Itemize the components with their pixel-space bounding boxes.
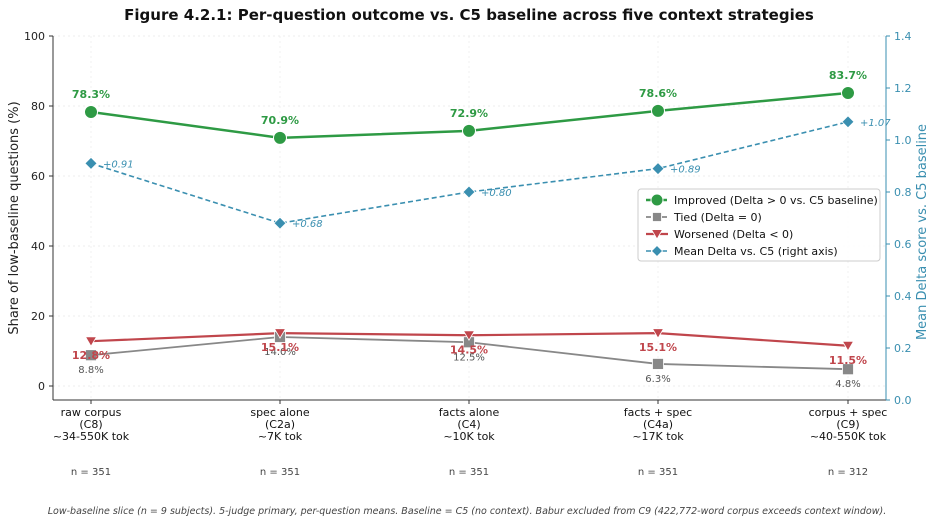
point-marker (841, 86, 855, 101)
point-marker (652, 358, 664, 370)
y-tick-label-left: 0 (38, 380, 45, 393)
point-marker (462, 330, 476, 341)
legend: Improved (Delta > 0 vs. C5 baseline) Tied… (637, 188, 881, 262)
data-label: 78.6% (639, 87, 677, 100)
data-label: 83.7% (829, 69, 867, 82)
data-label: 15.1% (639, 341, 677, 354)
category-label: raw corpus (61, 406, 122, 419)
y-tick-label-right: 0.4 (894, 290, 912, 303)
y-tick-label-left: 80 (31, 100, 45, 113)
category-label: ~17K tok (632, 430, 684, 443)
point-marker (841, 115, 855, 129)
y-axis-label-right: Mean Delta score vs. C5 baseline (915, 124, 930, 340)
legend-entry: Worsened (Delta < 0) (674, 228, 793, 241)
data-labels: +0.91 +0.68 +0.80 +0.89 +1.07 8.8% 14.0% 12.5% 6… (72, 69, 891, 390)
series-markers (84, 86, 855, 376)
data-label: 12.8% (72, 349, 110, 362)
category-label: (C4) (457, 418, 480, 431)
point-marker (650, 244, 664, 258)
data-label: 70.9% (261, 114, 299, 127)
point-marker (84, 156, 98, 170)
data-label: +0.89 (670, 165, 701, 176)
y-tick-label-right: 1.0 (894, 134, 912, 147)
y-tick-label-left: 60 (31, 170, 45, 183)
y-tick-label-right: 0.0 (894, 394, 912, 407)
legend-entry: Improved (Delta > 0 vs. C5 baseline) (674, 194, 878, 207)
y-tick-label-right: 0.6 (894, 238, 912, 251)
y-tick-label-right: 1.2 (894, 82, 912, 95)
chart-title: Figure 4.2.1: Per-question outcome vs. C… (124, 6, 814, 24)
point-marker (273, 130, 287, 145)
point-marker (462, 185, 476, 199)
category-label: (C8) (79, 418, 102, 431)
category-label: facts + spec (624, 406, 692, 419)
point-marker (84, 104, 98, 119)
point-marker (652, 212, 662, 222)
data-label: +0.68 (292, 219, 323, 230)
y-tick-label-right: 0.2 (894, 342, 912, 355)
data-label: 15.1% (261, 341, 299, 354)
y-tick-label-left: 100 (24, 30, 45, 43)
data-label: 12.5% (453, 352, 485, 363)
category-label: (C4a) (643, 418, 673, 431)
category-label: spec alone (250, 406, 310, 419)
data-label: +0.80 (481, 188, 512, 199)
data-label: +0.91 (103, 159, 134, 170)
data-label: 8.8% (78, 365, 103, 376)
category-n-label: n = 351 (449, 467, 489, 478)
category-n-label: n = 351 (71, 467, 111, 478)
data-label: 4.8% (835, 379, 860, 390)
point-marker (651, 103, 665, 118)
data-label: 14.5% (450, 343, 488, 356)
point-marker (462, 123, 476, 138)
point-marker (84, 336, 98, 347)
y-tick-label-left: 40 (31, 240, 45, 253)
footnote: Low-baseline slice (n = 9 subjects). 5-j… (48, 506, 887, 517)
y-tick-label-right: 0.8 (894, 186, 912, 199)
data-label: 78.3% (72, 88, 110, 101)
point-marker (650, 229, 664, 240)
series-line (90, 121, 849, 225)
legend-entry: Tied (Delta = 0) (673, 211, 762, 224)
category-label: ~34-550K tok (53, 430, 130, 443)
category-labels: raw corpus(C8)~34-550K tok n = 351 spec al… (53, 406, 888, 478)
category-n-label: n = 351 (638, 467, 678, 478)
point-marker (85, 349, 97, 362)
category-label: ~10K tok (443, 430, 495, 443)
axes: 0 20 40 60 80 100 0.0 0.2 0.4 0.6 0.8 1.0 1.2 1.4 (24, 30, 912, 407)
y-axis-label-left: Share of low-baseline questions (%) (7, 101, 22, 334)
category-label: (C2a) (265, 418, 295, 431)
legend-box (637, 188, 881, 262)
data-label: 72.9% (450, 107, 488, 120)
y-tick-label-right: 1.4 (894, 30, 912, 43)
category-n-label: n = 351 (260, 467, 300, 478)
data-label: +1.07 (860, 118, 891, 129)
category-label: (C9) (836, 418, 859, 431)
point-marker (842, 363, 854, 376)
point-marker (841, 340, 855, 352)
point-marker (273, 328, 287, 339)
point-marker (651, 162, 665, 176)
category-label: ~40-550K tok (810, 430, 887, 443)
point-marker (273, 216, 287, 230)
data-label: 14.0% (264, 347, 296, 358)
point-marker (650, 193, 664, 207)
legend-entry: Mean Delta vs. C5 (right axis) (674, 245, 838, 258)
category-label: corpus + spec (809, 406, 888, 419)
data-label: 11.5% (829, 354, 867, 367)
y-tick-label-left: 20 (31, 310, 45, 323)
category-label: facts alone (439, 406, 500, 419)
data-label: 6.3% (645, 374, 670, 385)
category-label: ~7K tok (258, 430, 303, 443)
category-n-label: n = 312 (828, 467, 868, 478)
point-marker (651, 328, 665, 339)
